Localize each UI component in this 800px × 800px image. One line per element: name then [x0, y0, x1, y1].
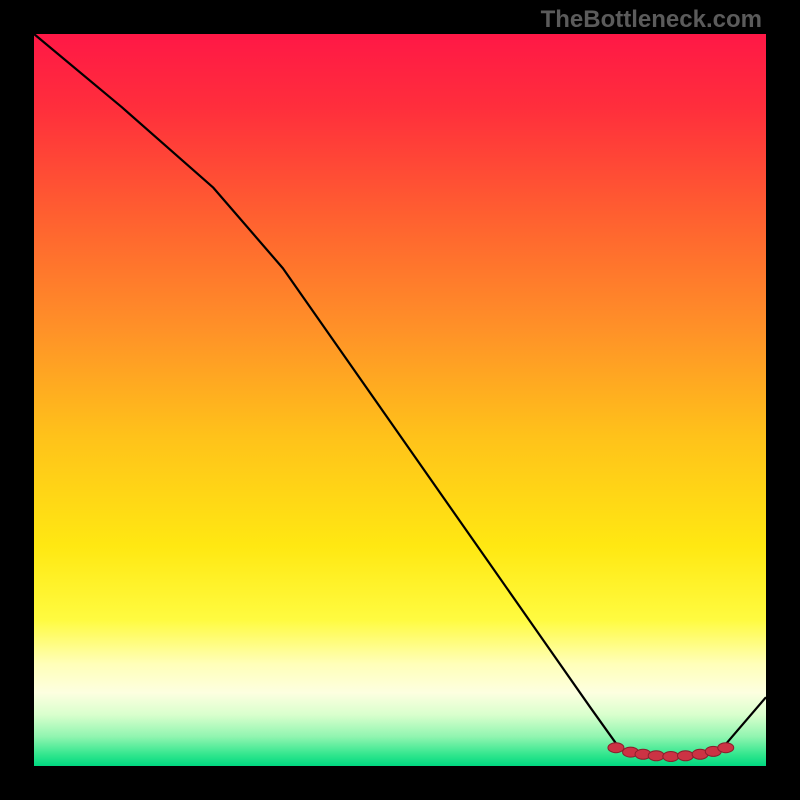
- watermark-text: TheBottleneck.com: [541, 6, 762, 34]
- valley-marker: [608, 743, 624, 753]
- chart-svg: [0, 0, 800, 800]
- valley-marker: [663, 751, 679, 761]
- chart-container: TheBottleneck.com: [0, 0, 800, 800]
- valley-marker: [718, 743, 734, 753]
- valley-marker: [648, 751, 664, 761]
- curve-line: [34, 34, 766, 756]
- valley-marker: [677, 751, 693, 761]
